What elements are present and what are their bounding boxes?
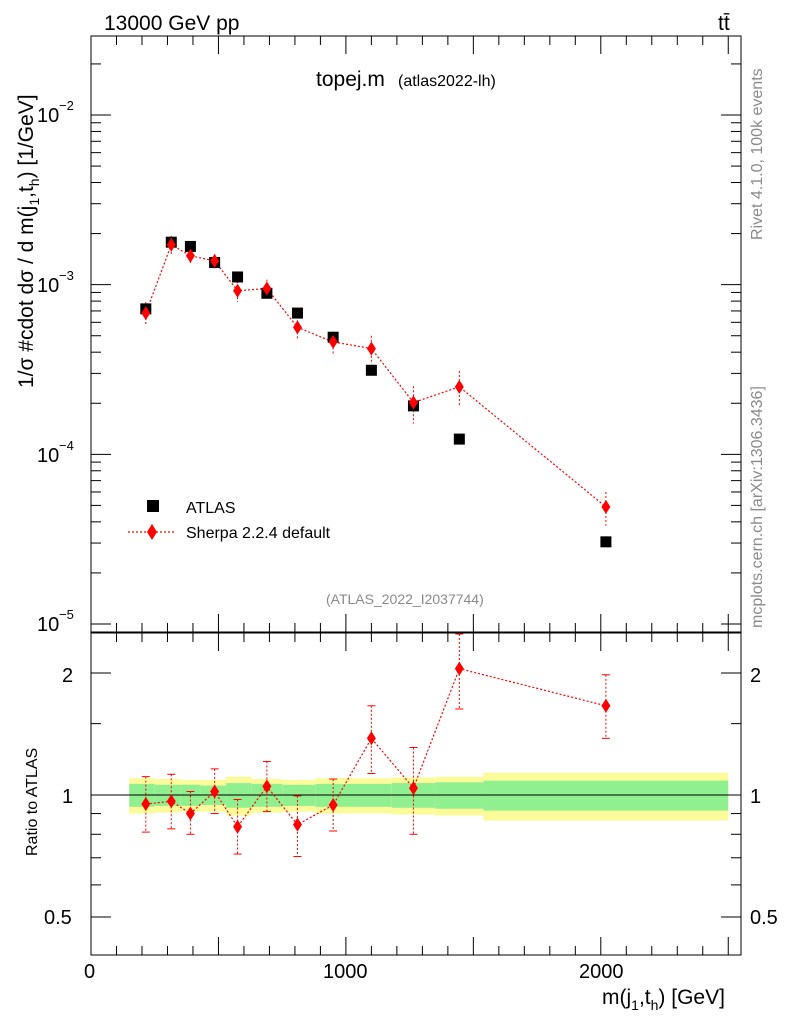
ratio-y-tick-label-1: 1: [62, 786, 73, 808]
legend-atlas-label: ATLAS: [186, 500, 236, 517]
sherpa-point: [166, 237, 176, 252]
x-axis-label: m(j1,th) [GeV]: [602, 986, 725, 1013]
main-y-tick-label-1e-2: 10 −2: [37, 98, 74, 127]
ratio-y-tick-label-2: 2: [62, 665, 73, 687]
sherpa-point: [141, 306, 151, 321]
sherpa-point: [233, 283, 243, 298]
sherpa-point: [210, 253, 220, 268]
ratio-point: [601, 698, 611, 713]
ratio-uncertainty-bands: [129, 772, 729, 821]
main-data-series: [140, 235, 612, 548]
ratio-point: [185, 806, 195, 821]
ratio-axis-ticks: [90, 633, 741, 955]
plot-title: topej.m: [316, 68, 385, 91]
legend: ATLAS Sherpa 2.2.4 default: [128, 500, 331, 542]
ratio-point: [366, 731, 376, 746]
main-y-axis-label: 1/σ #cdot dσ / d m(j1,th) [1/GeV]: [15, 94, 42, 388]
atlas-point: [600, 536, 612, 548]
sherpa-point: [328, 334, 338, 349]
main-plot-frame: [90, 35, 742, 633]
rivet-version: Rivet 4.1.0, 100k events: [749, 68, 766, 240]
atlas-point: [453, 433, 465, 445]
sherpa-point: [185, 248, 195, 263]
sherpa-point: [454, 379, 464, 394]
y-tick-exponent: −2: [59, 98, 74, 113]
atlas-point: [232, 271, 244, 283]
x-tick-label-2000: 2000: [579, 961, 624, 983]
main-y-tick-label-1e-3: 10 −3: [37, 268, 74, 297]
ratio-y-tick-label-right-0.5: 0.5: [750, 907, 778, 929]
y-tick-base: 10: [37, 614, 59, 636]
legend-sherpa-marker: [147, 524, 157, 540]
y-tick-exponent: −4: [59, 438, 74, 453]
y-tick-base: 10: [37, 445, 59, 467]
ratio-y-axis-label: Ratio to ATLAS: [24, 748, 41, 856]
analysis-id: (ATLAS_2022_I2037744): [326, 591, 484, 607]
x-tick-label-0: 0: [84, 961, 95, 983]
ratio-point: [166, 794, 176, 809]
atlas-point: [291, 307, 303, 319]
sherpa-point: [408, 395, 418, 410]
ratio-panel: 2 1 0.5 2 1 0.5 Ratio to ATLAS 0 1000 20…: [24, 632, 778, 1013]
atlas-point: [365, 364, 377, 376]
green-band: [483, 780, 729, 811]
ratio-plot-frame: [90, 632, 742, 956]
ratio-point: [233, 819, 243, 834]
sherpa-point: [262, 281, 272, 296]
ratio-point: [328, 797, 338, 812]
sherpa-point: [366, 341, 376, 356]
main-y-tick-label-1e-5: 10 −5: [37, 607, 74, 636]
ratio-y-tick-label-0.5: 0.5: [44, 907, 72, 929]
sherpa-point: [601, 499, 611, 514]
main-y-tick-label-1e-4: 10 −4: [37, 438, 74, 467]
header-right: tt̄: [718, 12, 730, 35]
y-tick-base: 10: [37, 275, 59, 297]
y-tick-exponent: −5: [59, 607, 74, 622]
atlas-point: [184, 240, 196, 252]
ratio-point: [262, 779, 272, 794]
legend-atlas-marker: [147, 500, 159, 512]
x-tick-label-1000: 1000: [323, 961, 368, 983]
y-tick-exponent: −3: [59, 268, 74, 283]
ratio-line: [145, 667, 607, 828]
ratio-point: [454, 661, 464, 676]
ratio-y-tick-label-right-1: 1: [750, 786, 761, 808]
ratio-y-tick-label-right-2: 2: [750, 665, 761, 687]
ratio-data-series: [141, 633, 611, 858]
ratio-point: [292, 817, 302, 832]
ratio-point: [210, 784, 220, 799]
legend-sherpa-label: Sherpa 2.2.4 default: [186, 525, 331, 542]
ratio-point: [408, 781, 418, 796]
y-tick-base: 10: [37, 105, 59, 127]
ratio-point: [141, 797, 151, 812]
sherpa-point: [292, 320, 302, 335]
mcplots-reference: mcplots.cern.ch [arXiv:1306.3436]: [749, 386, 766, 628]
plot-subtitle: (atlas2022-lh): [398, 73, 496, 90]
main-axis-ticks: [90, 36, 741, 632]
header-left: 13000 GeV pp: [104, 12, 239, 35]
main-panel: topej.m (atlas2022-lh) (ATLAS_2022_I2037…: [15, 35, 742, 636]
